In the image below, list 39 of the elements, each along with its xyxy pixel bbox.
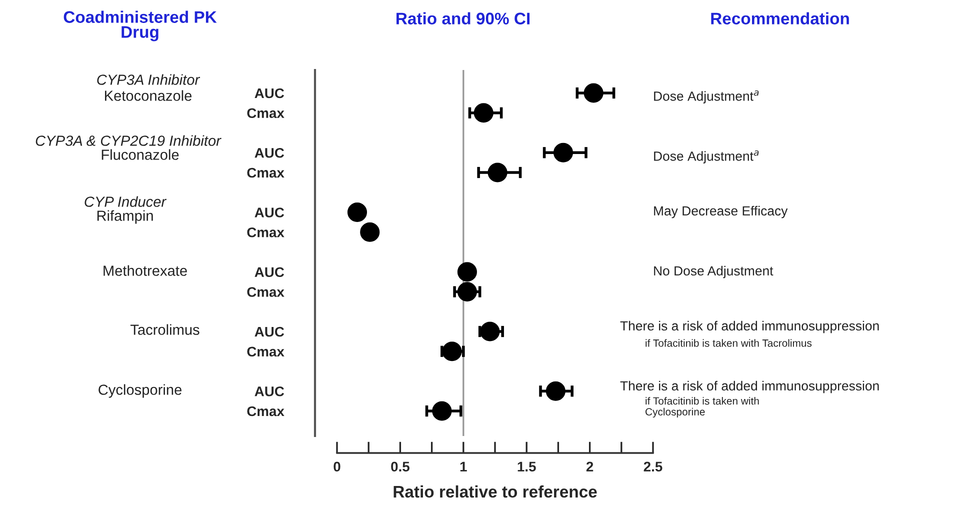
y-tick-label: AUC xyxy=(254,148,284,158)
text: Ketoconazole xyxy=(105,90,192,101)
text: Coadministered PK Drug xyxy=(64,10,217,42)
y-tick-label: AUC xyxy=(254,267,284,278)
annotation: There is a risk of added immunosuppression xyxy=(620,320,879,334)
text: Rifampin xyxy=(97,210,153,224)
x-tick-label: 2 xyxy=(586,462,594,472)
x-tick-label: 0 xyxy=(334,462,340,472)
text: Recommendation xyxy=(711,12,849,24)
text: CYP3A & CYP2C19 Inhibitor xyxy=(36,135,222,146)
y-tick-label: Cmax xyxy=(247,168,284,178)
text: CYP Inducer xyxy=(84,196,167,207)
annotation: There is a risk of added immunosuppression xyxy=(620,380,879,394)
text: No Dose Adjustment xyxy=(654,266,774,278)
x-tick-label: 1.5 xyxy=(518,462,536,472)
y-tick-label: AUC xyxy=(254,386,284,396)
x-tick-label: 0.5 xyxy=(391,462,410,472)
y-tick-label: Cmax xyxy=(247,227,284,238)
y-tick-label: AUC xyxy=(254,208,284,218)
text: Dose Adjustment$^{a}$ xyxy=(654,150,759,164)
y-tick-label: Cmax xyxy=(247,406,284,416)
annotation: if Tofacitinib is taken with Cyclosporine xyxy=(646,397,759,418)
x-tick-label: 1 xyxy=(460,462,467,472)
text: Cyclosporine xyxy=(98,384,182,398)
x-axis-title: Ratio relative to reference xyxy=(394,485,597,498)
y-tick-label: AUC xyxy=(254,88,284,98)
text: Dose Adjustment$^{a}$ xyxy=(654,90,759,104)
x-tick-label: 2.5 xyxy=(644,462,662,472)
text: CYP3A Inhibitor xyxy=(97,74,200,85)
y-tick-label: AUC xyxy=(254,326,284,337)
chart-title: Ratio and 90% CI xyxy=(396,12,530,24)
y-tick-label: Cmax xyxy=(247,346,284,357)
text: Tacrolimus xyxy=(130,324,200,335)
text: Methotrexate xyxy=(104,265,187,276)
text: May Decrease Efficacy xyxy=(654,206,788,218)
y-tick-label: Cmax xyxy=(247,108,284,118)
annotation: if Tofacitinib is taken with Tacrolimus xyxy=(646,339,812,347)
y-tick-label: Cmax xyxy=(247,287,284,297)
text: Fluconazole xyxy=(102,149,179,160)
